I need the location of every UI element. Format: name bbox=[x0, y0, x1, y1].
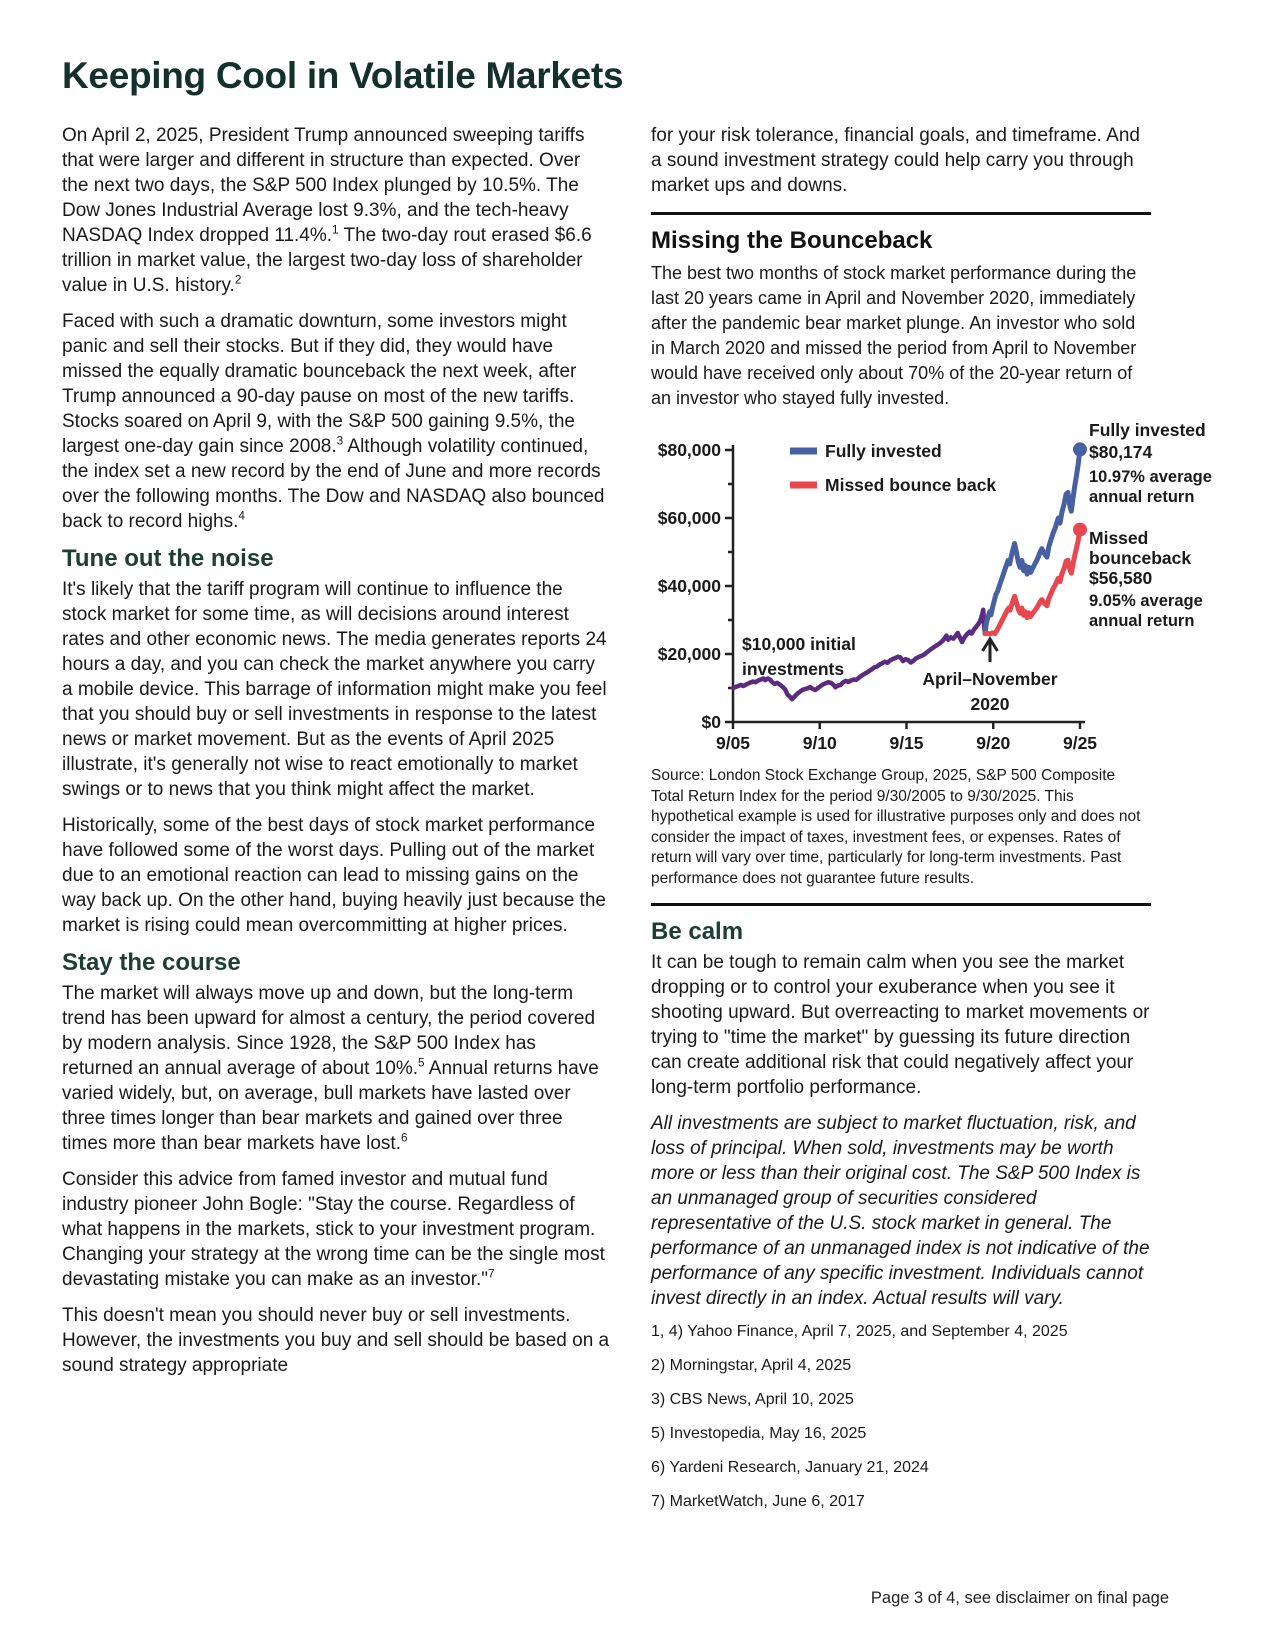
annotation-fully-invested-title: Fully invested bbox=[1089, 420, 1206, 440]
section-heading: Stay the course bbox=[62, 949, 241, 976]
paragraph: Consider this advice from famed investor… bbox=[62, 1169, 605, 1290]
x-tick-label: 9/25 bbox=[1063, 733, 1097, 753]
divider bbox=[651, 903, 1151, 906]
paragraph: for your risk tolerance, financial goals… bbox=[651, 125, 1140, 196]
footnote: 1, 4) Yahoo Finance, April 7, 2025, and … bbox=[651, 1323, 1068, 1340]
page-footer: Page 3 of 4, see disclaimer on final pag… bbox=[870, 1589, 1169, 1607]
divider bbox=[651, 212, 1151, 215]
annotation-initial-investment: $10,000 initial bbox=[742, 634, 856, 654]
annotation-fully-invested-return: annual return bbox=[1089, 488, 1194, 506]
footnote-ref: 5 bbox=[418, 1056, 425, 1070]
annotation-period: 2020 bbox=[971, 694, 1010, 714]
right-column: for your risk tolerance, financial goals… bbox=[651, 123, 1212, 1526]
bounceback-chart: $0 $20,000 $40,000 $60,000 $80,000 9/05 9/10 9/… bbox=[651, 413, 1212, 758]
footnote-ref: 7 bbox=[488, 1267, 495, 1281]
x-tick-label: 9/15 bbox=[889, 733, 923, 753]
footnote: 2) Morningstar, April 4, 2025 bbox=[651, 1357, 852, 1374]
two-column-layout: On April 2, 2025, President Trump announ… bbox=[62, 123, 1275, 1526]
x-tick-label: 9/10 bbox=[803, 733, 837, 753]
paragraph: This doesn't mean you should never buy o… bbox=[62, 1305, 610, 1376]
annotation-fully-invested-value: $80,174 bbox=[1089, 442, 1153, 462]
annotation-period: April–November bbox=[922, 669, 1057, 689]
footnote: 6) Yardeni Research, January 21, 2024 bbox=[651, 1459, 929, 1476]
annotation-initial-investment: investments bbox=[742, 659, 844, 679]
x-tick-label: 9/20 bbox=[976, 733, 1010, 753]
legend-label: Missed bounce back bbox=[825, 475, 996, 495]
arrow-up-icon bbox=[981, 636, 999, 662]
annotation-missed-title: bounceback bbox=[1089, 548, 1191, 568]
y-tick-label: $0 bbox=[702, 712, 722, 732]
footnote-ref: 1 bbox=[332, 223, 339, 237]
missed-bounce-back-line bbox=[982, 527, 1083, 637]
paragraph: It's likely that the tariff program will… bbox=[62, 579, 607, 800]
y-tick-label: $20,000 bbox=[658, 644, 722, 664]
paragraph: The best two months of stock market perf… bbox=[651, 263, 1137, 408]
chart-source: Source: London Stock Exchange Group, 202… bbox=[651, 767, 1141, 887]
paragraph: Faced with such a dramatic downturn, som… bbox=[62, 311, 605, 532]
section-heading: Be calm bbox=[651, 918, 744, 945]
footnote-ref: 6 bbox=[400, 1131, 408, 1145]
annotation-fully-invested-return: 10.97% average bbox=[1089, 468, 1212, 486]
footnote: 5) Investopedia, May 16, 2025 bbox=[651, 1425, 867, 1442]
paragraph: All investments are subject to market fl… bbox=[651, 1113, 1150, 1309]
chart-canvas: $0 $20,000 $40,000 $60,000 $80,000 9/05 9/10 9/… bbox=[658, 420, 1212, 753]
y-tick-label: $60,000 bbox=[658, 508, 722, 528]
fully-invested-line bbox=[982, 446, 1083, 637]
footnote-ref: 2 bbox=[234, 273, 242, 287]
paragraph: It can be tough to remain calm when you … bbox=[651, 952, 1150, 1098]
annotation-missed-value: $56,580 bbox=[1089, 568, 1153, 588]
annotation-missed-title: Missed bbox=[1089, 528, 1148, 548]
footnote: 7) MarketWatch, June 6, 2017 bbox=[651, 1493, 865, 1510]
paragraph: The market will always move up and down,… bbox=[62, 983, 599, 1154]
section-heading: Tune out the noise bbox=[62, 545, 274, 572]
footnote-ref: 3 bbox=[336, 434, 344, 448]
legend-label: Fully invested bbox=[825, 441, 942, 461]
paragraph: Historically, some of the best days of s… bbox=[62, 815, 606, 936]
page-title: Keeping Cool in Volatile Markets bbox=[62, 55, 624, 96]
paragraph: On April 2, 2025, President Trump announ… bbox=[62, 125, 592, 296]
annotation-missed-return: annual return bbox=[1089, 612, 1194, 630]
y-tick-label: $40,000 bbox=[658, 576, 722, 596]
s-p-500-common-path-2005-to-mar-2020-line bbox=[730, 607, 988, 702]
annotation-missed-return: 9.05% average bbox=[1089, 592, 1203, 610]
x-tick-label: 9/05 bbox=[716, 733, 750, 753]
left-column: On April 2, 2025, President Trump announ… bbox=[62, 123, 610, 1389]
section-heading: Missing the Bounceback bbox=[651, 227, 933, 254]
y-tick-label: $80,000 bbox=[658, 440, 722, 460]
footnote-ref: 4 bbox=[238, 509, 245, 523]
footnote: 3) CBS News, April 10, 2025 bbox=[651, 1391, 854, 1408]
series-endpoint-dot bbox=[1073, 522, 1087, 537]
series-endpoint-dot bbox=[1073, 442, 1087, 457]
